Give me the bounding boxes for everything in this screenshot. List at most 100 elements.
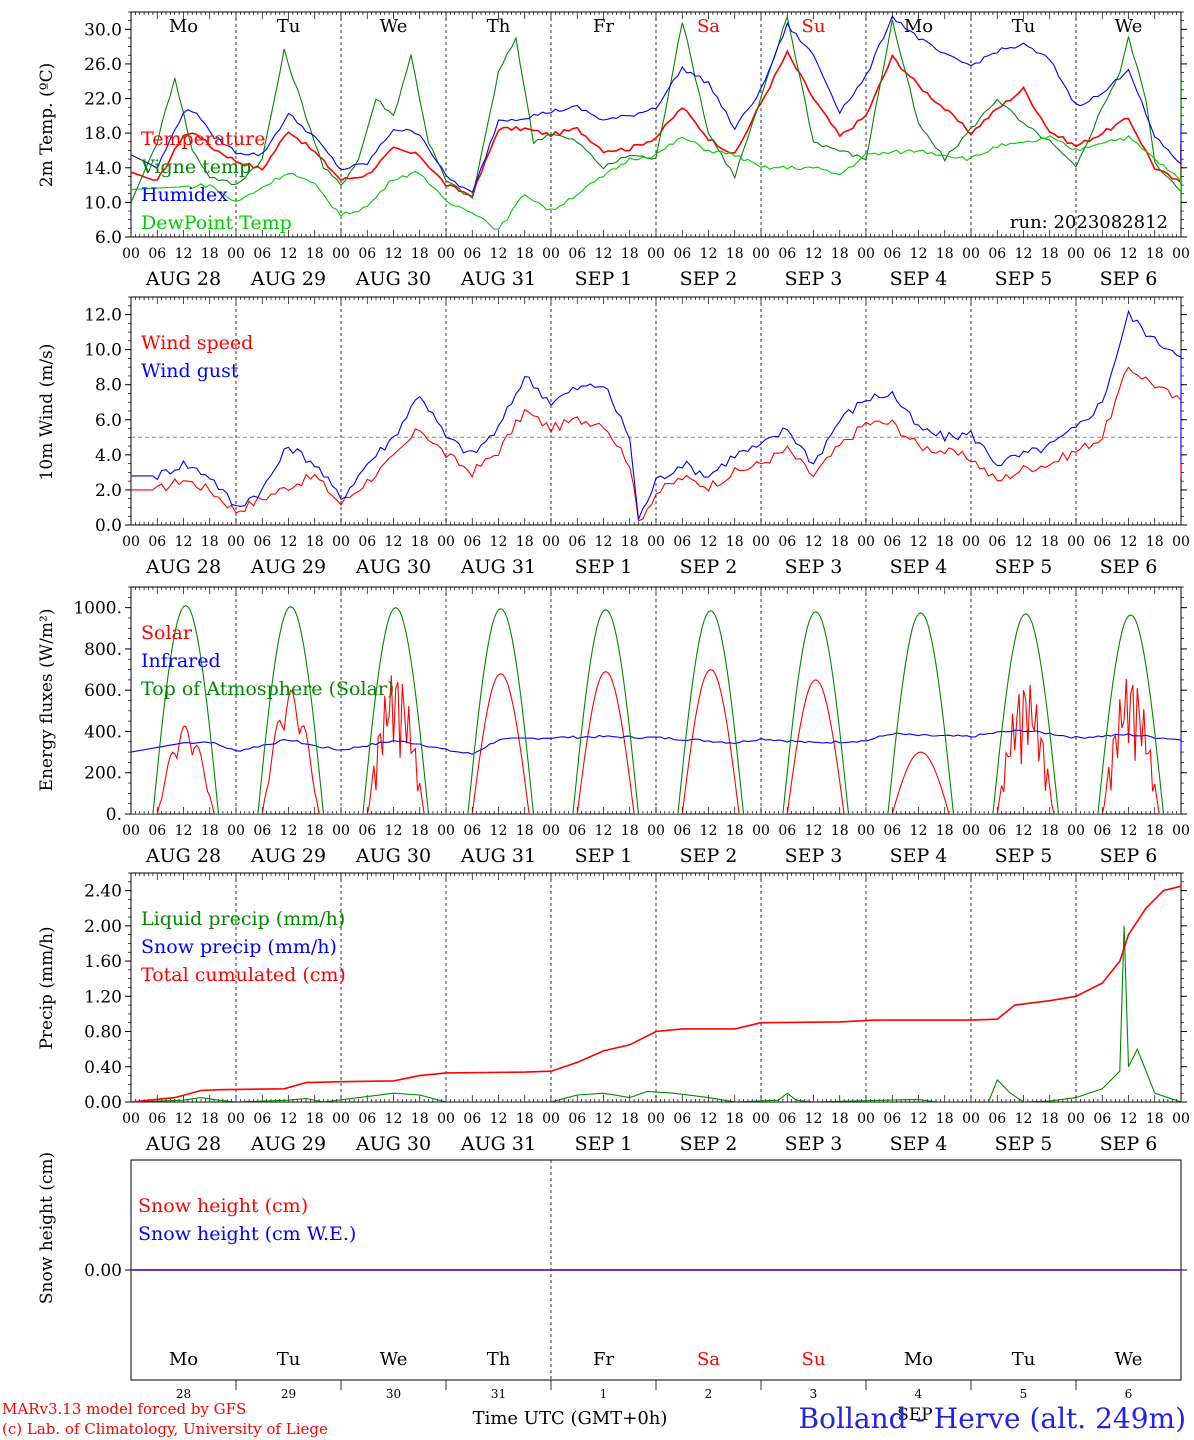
hour-tick-label: 06 [253, 246, 271, 262]
model-credit-line2: (c) Lab. of Climatology, University of L… [2, 1420, 328, 1438]
weekday-label: Fr [593, 1349, 614, 1370]
hour-tick-label: 00 [857, 823, 875, 839]
date-label: SEP 1 [575, 845, 633, 867]
y-tick-label: 0. [106, 805, 122, 825]
hour-tick-label: 00 [962, 534, 980, 550]
hour-tick-label: 12 [700, 1111, 718, 1127]
y-tick-label: 1000. [73, 599, 122, 619]
weekday-label: We [380, 1349, 408, 1370]
day-number-label: 31 [491, 1387, 506, 1401]
hour-tick-label: 12 [280, 246, 298, 262]
hour-tick-label: 12 [1015, 823, 1033, 839]
hour-tick-label: 06 [358, 246, 376, 262]
date-label: SEP 5 [995, 268, 1053, 290]
hour-tick-label: 06 [568, 1111, 586, 1127]
hour-tick-label: 00 [1067, 246, 1085, 262]
date-label: AUG 29 [250, 1133, 326, 1155]
weekday-label: We [380, 16, 408, 37]
legend-entry-4: DewPoint Temp [141, 212, 292, 234]
hour-tick-label: 18 [516, 534, 534, 550]
hour-tick-label: 18 [831, 823, 849, 839]
hour-tick-label: 12 [700, 823, 718, 839]
date-label: SEP 3 [785, 268, 843, 290]
hour-tick-label: 18 [306, 534, 324, 550]
date-label: AUG 31 [460, 1133, 536, 1155]
hour-tick-label: 06 [1093, 1111, 1111, 1127]
hour-tick-label: 12 [910, 246, 928, 262]
series-group [131, 14, 1181, 230]
date-label: AUG 31 [460, 556, 536, 578]
date-label: SEP 5 [995, 845, 1053, 867]
legend-entry-2: Wind gust [141, 360, 239, 382]
hour-tick-label: 12 [1120, 823, 1138, 839]
hour-tick-label: 00 [647, 534, 665, 550]
hour-tick-label: 00 [122, 823, 140, 839]
day-number-label: 28 [176, 1387, 191, 1401]
hour-tick-label: 00 [1172, 823, 1190, 839]
hour-tick-label: 18 [621, 1111, 639, 1127]
hour-tick-label: 18 [726, 823, 744, 839]
hour-tick-label: 06 [673, 823, 691, 839]
hour-tick-label: 00 [752, 823, 770, 839]
hour-tick-label: 06 [148, 1111, 166, 1127]
hour-tick-label: 12 [595, 823, 613, 839]
hour-tick-label: 00 [962, 246, 980, 262]
panel-1 [125, 11, 1187, 238]
hour-tick-label: 12 [490, 246, 508, 262]
date-label: SEP 3 [785, 845, 843, 867]
hour-tick-label: 06 [253, 534, 271, 550]
date-label: SEP 6 [1100, 1133, 1158, 1155]
hour-tick-label: 00 [752, 246, 770, 262]
hour-tick-label: 18 [831, 534, 849, 550]
hour-tick-label: 18 [936, 246, 954, 262]
hour-tick-label: 00 [1172, 246, 1190, 262]
y-tick-label: 10.0 [84, 341, 122, 361]
hour-tick-label: 12 [175, 1111, 193, 1127]
hour-tick-label: 18 [306, 1111, 324, 1127]
series-line-1 [131, 366, 1181, 522]
hour-tick-label: 00 [332, 246, 350, 262]
hour-tick-label: 12 [910, 1111, 928, 1127]
hour-tick-label: 00 [1172, 1111, 1190, 1127]
hour-tick-label: 06 [148, 246, 166, 262]
hour-tick-label: 12 [910, 823, 928, 839]
hour-tick-label: 12 [700, 534, 718, 550]
hour-tick-label: 06 [883, 246, 901, 262]
series-line-4 [131, 134, 1181, 230]
hour-tick-label: 00 [332, 534, 350, 550]
hour-tick-label: 06 [568, 823, 586, 839]
hour-tick-label: 06 [568, 534, 586, 550]
series-line-2 [131, 729, 1181, 755]
y-tick-label: 14.0 [84, 159, 122, 179]
hour-tick-label: 06 [778, 534, 796, 550]
weekday-label: Sa [697, 1349, 720, 1370]
hour-tick-label: 06 [463, 246, 481, 262]
hour-tick-label: 18 [411, 534, 429, 550]
hour-tick-label: 18 [726, 1111, 744, 1127]
hour-tick-label: 06 [568, 246, 586, 262]
hour-tick-label: 06 [778, 1111, 796, 1127]
hour-tick-label: 12 [595, 246, 613, 262]
hour-tick-label: 18 [1146, 534, 1164, 550]
hour-tick-label: 00 [1067, 534, 1085, 550]
date-label: SEP 1 [575, 268, 633, 290]
day-number-label: 29 [281, 1387, 296, 1401]
y-tick-label: 0.80 [84, 1023, 122, 1043]
hour-tick-label: 00 [647, 1111, 665, 1127]
date-label: AUG 30 [355, 556, 431, 578]
hour-tick-label: 12 [1120, 246, 1138, 262]
hour-tick-label: 18 [201, 534, 219, 550]
hour-tick-label: 06 [988, 534, 1006, 550]
hour-tick-label: 12 [175, 534, 193, 550]
legend-entry-1: Snow height (cm) [138, 1195, 308, 1217]
hour-tick-label: 00 [122, 534, 140, 550]
hour-tick-label: 00 [437, 823, 455, 839]
hour-tick-label: 12 [385, 1111, 403, 1127]
hour-tick-label: 06 [1093, 823, 1111, 839]
hour-tick-label: 00 [227, 823, 245, 839]
date-label: AUG 30 [355, 845, 431, 867]
hour-tick-label: 00 [542, 246, 560, 262]
hour-tick-label: 12 [1120, 1111, 1138, 1127]
date-label: AUG 28 [145, 268, 221, 290]
series-line-1 [131, 49, 1181, 199]
